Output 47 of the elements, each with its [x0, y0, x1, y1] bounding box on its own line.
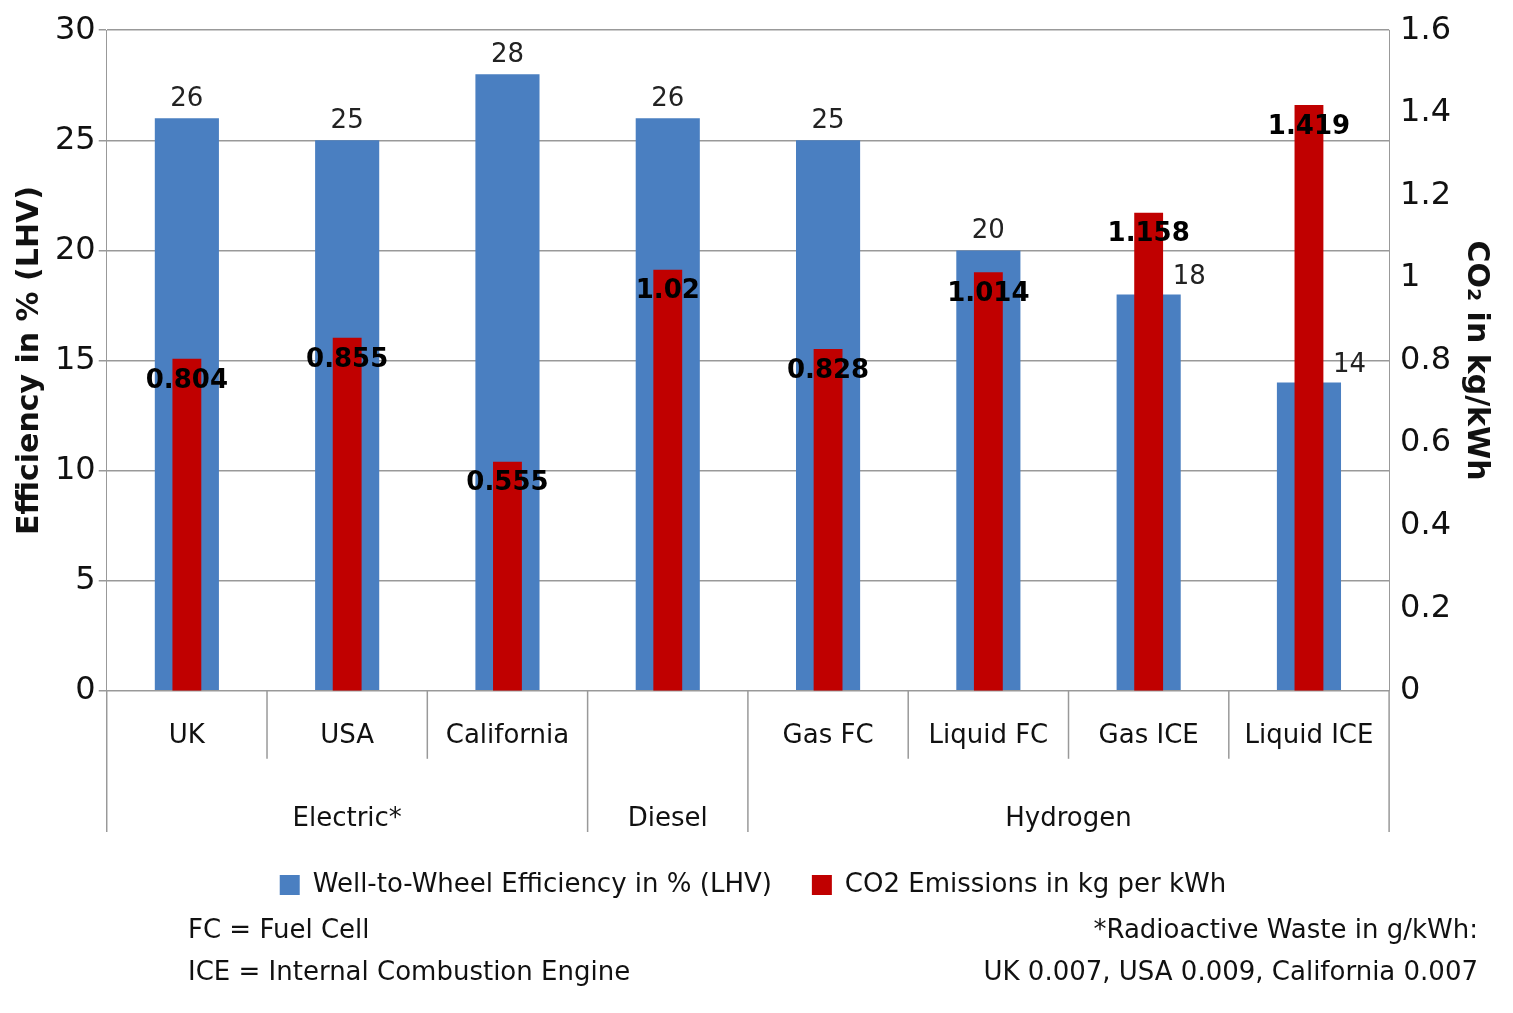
- data-label: 25: [811, 104, 845, 135]
- y-tick-label: 25: [55, 118, 96, 157]
- text: Electric*: [292, 801, 402, 832]
- data-label: 0.855: [306, 342, 389, 373]
- x-tick-label: California: [445, 719, 570, 750]
- y-tick-label: 10: [55, 448, 96, 487]
- y2-tick-label: 0.6: [1400, 421, 1451, 460]
- y2-tick-label: 1.6: [1400, 8, 1451, 47]
- x-tick-label: Liquid ICE: [1244, 719, 1374, 750]
- y-tick-label: 5: [75, 559, 96, 598]
- y-tick-label: 0: [75, 669, 96, 708]
- text: Hydrogen: [1005, 801, 1132, 832]
- data-label: 20: [971, 214, 1005, 245]
- data-label: 26: [651, 82, 685, 113]
- text: FC = Fuel Cell: [188, 913, 371, 946]
- y2-tick-label: 1.2: [1400, 173, 1451, 212]
- data-label: 25: [330, 104, 364, 135]
- text: ICE = Internal Combustion Engine: [188, 955, 631, 988]
- y-tick-label: 30: [55, 8, 96, 47]
- y2-tick-label: 0.2: [1400, 586, 1451, 625]
- y-axis-title: Efficiency in % (LHV): [9, 186, 45, 535]
- data-label: 26: [170, 82, 204, 113]
- text: UK 0.007, USA 0.009, California 0.007: [983, 955, 1478, 988]
- x-tick-label: USA: [320, 719, 375, 750]
- data-label: 1.014: [947, 276, 1030, 307]
- x-tick-label: Gas FC: [782, 719, 874, 750]
- y2-tick-label: 1.4: [1400, 91, 1451, 130]
- text: *Radioactive Waste in g/kWh:: [1092, 913, 1478, 946]
- data-label: 0.555: [466, 466, 549, 497]
- data-label: 0.828: [786, 353, 870, 384]
- y2-tick-label: 0.4: [1400, 503, 1451, 542]
- y2-tick-label: 0: [1400, 669, 1421, 708]
- data-label: 14: [1333, 348, 1367, 379]
- data-label: 18: [1172, 260, 1206, 291]
- y-tick-label: 20: [55, 228, 96, 267]
- y-tick-label: 15: [55, 338, 96, 377]
- legend-label: CO2 Emissions in kg per kWh: [844, 867, 1227, 898]
- x-tick-label: Gas ICE: [1098, 719, 1199, 750]
- x-tick-label: UK: [168, 719, 206, 750]
- y2-tick-label: 0.8: [1400, 338, 1451, 377]
- text: Diesel: [627, 801, 708, 832]
- x-tick-label: Liquid FC: [928, 719, 1049, 750]
- legend-label: Well-to-Wheel Efficiency in % (LHV): [312, 867, 772, 898]
- data-label: 0.804: [145, 363, 228, 394]
- y2-axis-title: CO₂ in kg/kWh: [1461, 240, 1497, 481]
- data-label: 28: [490, 37, 525, 68]
- y2-tick-label: 1: [1400, 256, 1421, 295]
